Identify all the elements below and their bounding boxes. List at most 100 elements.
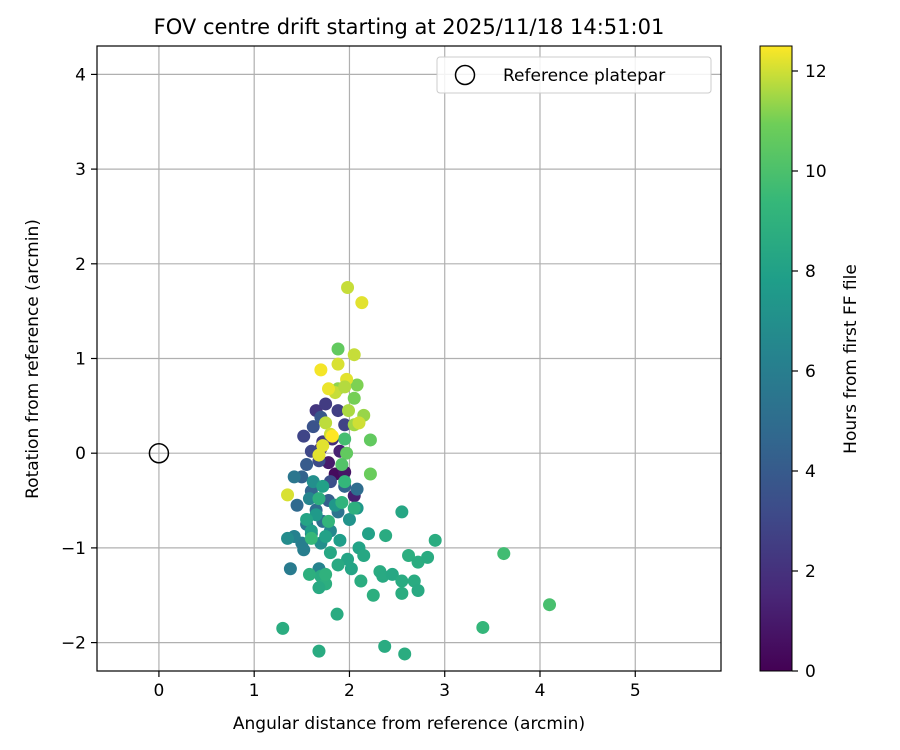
- data-point: [378, 639, 392, 653]
- x-tick-label: 3: [439, 681, 450, 701]
- colorbar-tick-label: 4: [805, 462, 816, 482]
- data-point: [338, 475, 352, 489]
- data-point: [476, 620, 490, 634]
- colorbar-tick-label: 12: [805, 62, 827, 82]
- data-point: [297, 543, 311, 557]
- y-axis: −2 −1 0 1 2 3 4: [61, 65, 97, 654]
- data-points: [276, 280, 557, 661]
- data-point: [338, 380, 352, 394]
- data-point: [283, 562, 297, 576]
- data-point: [363, 433, 377, 447]
- data-point: [325, 429, 339, 443]
- data-point: [302, 567, 316, 581]
- y-tick-label: 4: [75, 65, 86, 85]
- colorbar: 0 2 4 6 8 10 12 Hours from first FF file: [759, 45, 861, 682]
- data-point: [335, 495, 349, 509]
- y-tick-label: −2: [61, 634, 86, 654]
- reference-marker: [148, 442, 170, 464]
- data-point: [350, 378, 364, 392]
- legend-marker-icon: [454, 64, 476, 86]
- data-point: [281, 488, 295, 502]
- colorbar-gradient: [759, 45, 793, 672]
- data-point: [287, 470, 301, 484]
- data-point: [333, 533, 347, 547]
- data-point: [341, 280, 355, 294]
- data-point: [331, 404, 345, 418]
- data-point: [395, 586, 409, 600]
- data-point: [312, 581, 326, 595]
- data-point: [314, 363, 328, 377]
- data-point: [411, 584, 425, 598]
- data-point: [319, 567, 333, 581]
- data-point: [354, 574, 368, 588]
- legend: Reference platepar: [436, 56, 712, 94]
- data-point: [428, 533, 442, 547]
- y-tick-label: 3: [75, 160, 86, 180]
- legend-box: [436, 56, 712, 94]
- data-point: [342, 512, 356, 526]
- data-point: [347, 391, 361, 405]
- y-tick-label: 2: [75, 255, 86, 275]
- data-point: [330, 607, 344, 621]
- data-point: [321, 382, 335, 396]
- y-tick-label: −1: [61, 539, 86, 559]
- data-point: [350, 482, 364, 496]
- data-point: [344, 562, 358, 576]
- data-point: [357, 548, 371, 562]
- data-point: [312, 492, 326, 506]
- colorbar-tick-label: 8: [805, 262, 816, 282]
- data-point: [276, 621, 290, 635]
- data-point: [497, 547, 511, 561]
- colorbar-ticks: 0 2 4 6 8 10 12: [792, 62, 827, 682]
- data-point: [316, 479, 330, 493]
- data-point: [352, 416, 366, 430]
- data-point: [304, 531, 318, 545]
- legend-entry-reference: Reference platepar: [503, 66, 665, 86]
- data-point: [319, 530, 333, 544]
- data-point: [331, 558, 345, 572]
- data-point: [379, 529, 393, 543]
- colorbar-tick-label: 10: [805, 162, 827, 182]
- data-point: [347, 348, 361, 362]
- data-point: [395, 505, 409, 519]
- data-point: [340, 446, 354, 460]
- data-point: [385, 567, 399, 581]
- data-point: [355, 296, 369, 310]
- data-point: [335, 458, 349, 472]
- colorbar-tick-label: 0: [805, 662, 816, 682]
- data-point: [331, 342, 345, 356]
- data-point: [312, 644, 326, 658]
- x-tick-label: 1: [249, 681, 260, 701]
- data-point: [312, 448, 326, 462]
- data-point: [331, 357, 345, 371]
- x-tick-label: 5: [630, 681, 641, 701]
- data-point: [300, 512, 314, 526]
- colorbar-tick-label: 6: [805, 362, 816, 382]
- data-point: [306, 420, 320, 434]
- colorbar-label: Hours from first FF file: [841, 264, 861, 454]
- data-point: [543, 598, 557, 612]
- data-point: [338, 418, 352, 432]
- data-point: [321, 514, 335, 528]
- data-point: [300, 458, 314, 472]
- data-point: [338, 432, 352, 446]
- x-axis-label: Angular distance from reference (arcmin): [233, 714, 585, 734]
- colorbar-tick-label: 2: [805, 562, 816, 582]
- y-tick-label: 0: [75, 444, 86, 464]
- chart-title: FOV centre drift starting at 2025/11/18 …: [154, 15, 665, 39]
- data-point: [302, 492, 316, 506]
- y-tick-label: 1: [75, 350, 86, 370]
- data-point: [347, 501, 361, 515]
- data-point: [319, 416, 333, 430]
- data-point: [319, 397, 333, 411]
- data-point: [402, 548, 416, 562]
- data-point: [342, 404, 356, 418]
- data-point: [363, 467, 377, 481]
- data-point: [366, 588, 380, 602]
- data-point: [395, 574, 409, 588]
- data-point: [297, 429, 311, 443]
- data-point: [323, 546, 337, 560]
- data-point: [421, 550, 435, 564]
- data-point: [362, 527, 376, 541]
